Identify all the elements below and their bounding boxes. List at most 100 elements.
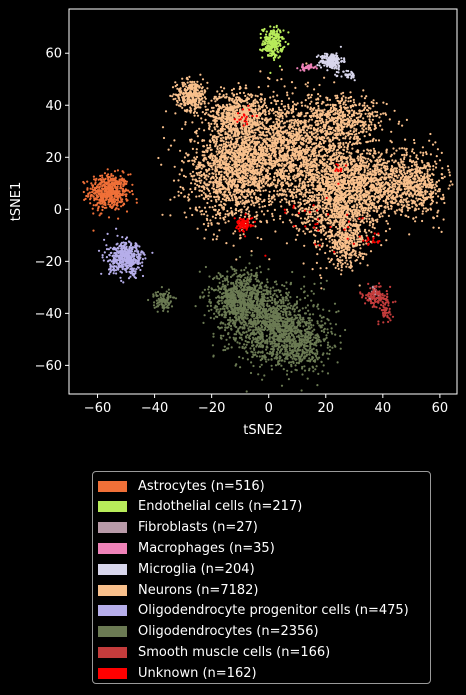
data-point — [197, 228, 199, 230]
data-point — [321, 174, 323, 176]
data-point — [239, 86, 241, 88]
data-point — [240, 124, 242, 126]
data-point — [300, 123, 302, 125]
data-point — [289, 124, 291, 126]
data-point — [239, 179, 241, 181]
data-point — [245, 84, 247, 86]
data-point — [179, 150, 181, 152]
data-point — [310, 65, 312, 67]
data-point — [243, 144, 245, 146]
data-point — [195, 132, 197, 134]
data-point — [299, 150, 301, 152]
data-point — [347, 76, 349, 78]
data-point — [295, 194, 297, 196]
data-point — [259, 186, 261, 188]
data-point — [277, 28, 279, 30]
data-point — [222, 208, 224, 210]
data-point — [277, 57, 279, 59]
data-point — [207, 222, 209, 224]
data-point — [222, 198, 224, 200]
data-point — [224, 199, 226, 201]
data-point — [108, 188, 110, 190]
data-point — [185, 176, 187, 178]
data-point — [93, 197, 95, 199]
data-point — [309, 189, 311, 191]
data-point — [227, 156, 229, 158]
data-point — [296, 67, 298, 69]
data-point — [110, 182, 112, 184]
data-point — [271, 167, 273, 169]
data-point — [267, 41, 269, 43]
data-point — [241, 130, 243, 132]
data-point — [253, 159, 255, 161]
data-point — [258, 203, 260, 205]
data-point — [343, 59, 345, 61]
data-point — [103, 185, 105, 187]
data-point — [275, 103, 277, 105]
data-point — [203, 129, 205, 131]
data-point — [236, 96, 238, 98]
data-point — [264, 145, 266, 147]
data-point — [219, 181, 221, 183]
data-point — [321, 156, 323, 158]
data-point — [254, 105, 256, 107]
data-point — [240, 136, 242, 138]
data-point — [286, 94, 288, 96]
data-point — [282, 131, 284, 133]
data-point — [193, 92, 195, 94]
data-point — [237, 144, 239, 146]
data-point — [225, 170, 227, 172]
data-point — [265, 189, 267, 191]
data-point — [266, 134, 268, 136]
data-point — [115, 177, 117, 179]
data-point — [251, 176, 253, 178]
data-point — [169, 214, 171, 216]
data-point — [237, 189, 239, 191]
data-point — [119, 197, 121, 199]
data-point — [247, 161, 249, 163]
data-point — [237, 160, 239, 162]
data-point — [212, 136, 214, 138]
data-point — [219, 190, 221, 192]
data-point — [254, 99, 256, 101]
data-point — [260, 162, 262, 164]
data-point — [268, 44, 270, 46]
data-point — [315, 98, 317, 100]
data-point — [242, 118, 244, 120]
data-point — [275, 118, 277, 120]
data-point — [200, 103, 202, 105]
data-point — [263, 126, 265, 128]
data-point — [251, 200, 253, 202]
data-point — [212, 155, 214, 157]
data-point — [234, 170, 236, 172]
data-point — [259, 190, 261, 192]
data-point — [246, 134, 248, 136]
data-point — [254, 132, 256, 134]
data-point — [237, 176, 239, 178]
data-point — [183, 85, 185, 87]
data-point — [208, 173, 210, 175]
data-point — [319, 64, 321, 66]
data-point — [215, 165, 217, 167]
data-point — [220, 140, 222, 142]
data-point — [176, 84, 178, 86]
data-point — [313, 88, 315, 90]
data-point — [171, 95, 173, 97]
data-point — [226, 210, 228, 212]
data-point — [238, 196, 240, 198]
data-point — [257, 102, 259, 104]
data-point — [269, 140, 271, 142]
data-point — [85, 195, 87, 197]
data-point — [345, 74, 347, 76]
data-point — [273, 112, 275, 114]
data-point — [251, 197, 253, 199]
data-point — [291, 146, 293, 148]
data-point — [288, 107, 290, 109]
data-point — [224, 157, 226, 159]
data-point — [234, 102, 236, 104]
data-point — [309, 131, 311, 133]
data-point — [295, 108, 297, 110]
data-point — [161, 214, 163, 216]
data-point — [267, 144, 269, 146]
data-point — [229, 129, 231, 131]
